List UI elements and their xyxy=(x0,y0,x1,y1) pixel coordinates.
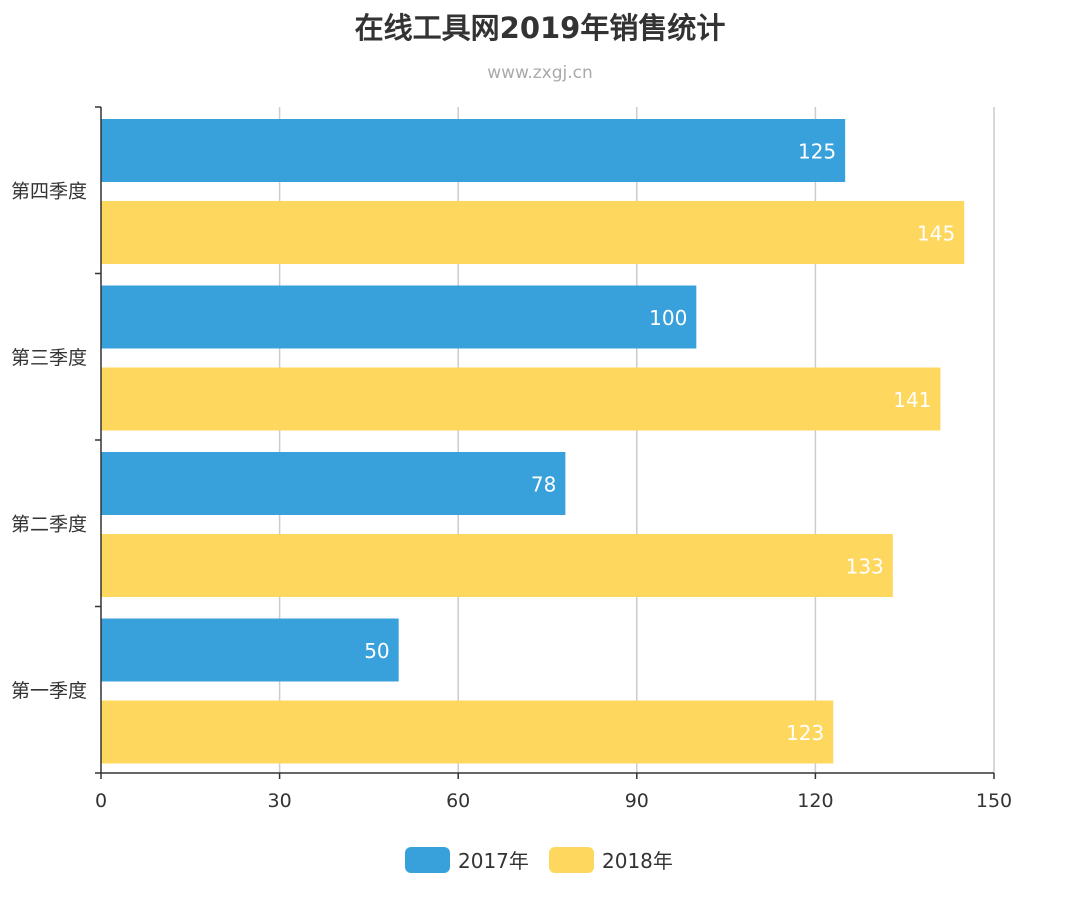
bars: 50 123 78 133 100 141 125 145 xyxy=(101,119,965,764)
x-tick-label: 150 xyxy=(976,790,1012,812)
bar-2018年 xyxy=(101,700,834,764)
axes: 0 30 60 90 120 150 第一季度 第二季度 第三季度 第四季度 xyxy=(11,106,1012,812)
y-category-label: 第二季度 xyxy=(11,513,87,535)
data-label: 141 xyxy=(893,388,931,412)
legend: 2017年 2018年 xyxy=(405,847,673,873)
bar-2017年 xyxy=(101,452,566,515)
data-label: 125 xyxy=(798,140,836,164)
chart-title: 在线工具网2019年销售统计 xyxy=(355,11,726,45)
bar-2017年 xyxy=(101,119,846,182)
data-label: 145 xyxy=(917,222,955,246)
chart-subtitle: www.zxgj.cn xyxy=(487,63,593,83)
y-category-label: 第三季度 xyxy=(11,347,87,369)
data-label: 50 xyxy=(364,639,389,663)
x-tick-label: 120 xyxy=(797,790,833,812)
x-tick-label: 60 xyxy=(446,790,470,812)
legend-label: 2017年 xyxy=(458,849,529,873)
x-tick-label: 0 xyxy=(95,790,107,812)
data-label: 100 xyxy=(649,306,687,330)
legend-swatch xyxy=(405,847,450,873)
x-tick-label: 30 xyxy=(268,790,292,812)
data-label: 123 xyxy=(786,721,824,745)
bar-2018年 xyxy=(101,534,893,597)
data-label: 78 xyxy=(531,473,556,497)
data-label: 133 xyxy=(846,555,884,579)
x-tick-label: 90 xyxy=(625,790,649,812)
legend-swatch xyxy=(549,847,594,873)
legend-label: 2018年 xyxy=(602,849,673,873)
bar-2017年 xyxy=(101,618,399,682)
y-category-label: 第一季度 xyxy=(11,680,87,702)
bar-2018年 xyxy=(101,367,941,431)
bar-2018年 xyxy=(101,201,965,264)
y-category-label: 第四季度 xyxy=(11,180,87,202)
bar-2017年 xyxy=(101,285,697,349)
